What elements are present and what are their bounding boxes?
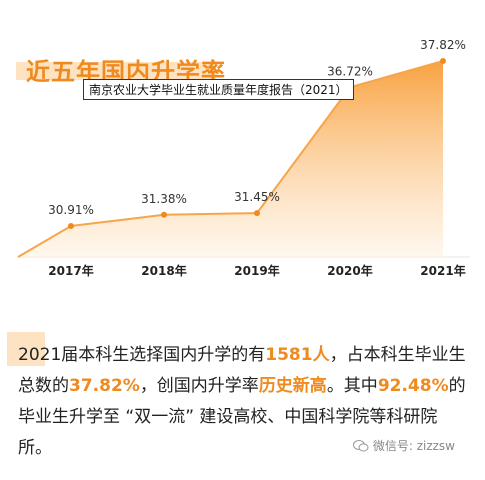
x-tick-label-5: 2021年 [420,263,465,278]
body-text-4: 。其中 [326,376,378,396]
data-label-3: 31.45% [234,190,280,204]
watermark-text: 微信号: zizzsw [372,439,455,453]
wechat-icon [352,439,369,452]
highlight-double-first-class-rate: 92.48% [377,376,449,396]
body-text-2: ，占本科生毕业生总数的 [18,345,466,396]
source-tooltip: 南京农业大学毕业生就业质量年度报告（2021） [83,79,354,100]
data-point-2 [161,211,167,218]
title-highlight-bar [16,62,216,80]
highlight-graduates-count: 1581人 [265,345,330,365]
data-point-1 [68,223,74,229]
wechat-watermark: 微信号: zizzsw [352,437,455,454]
series-line [17,60,444,258]
x-tick-label-3: 2019年 [234,263,279,278]
data-label-1: 30.91% [48,203,94,217]
data-point-3 [254,210,260,217]
body-text-5: 的毕业生升学至 “双一流” 建设高校、中国科学院等科研院所。 [18,376,466,458]
area-chart: 30.91% 2017年 31.38% 2018年 31.45% 2019年 36.72% 2… [17,38,470,278]
data-label-2: 31.38% [141,192,187,206]
x-tick-label-4: 2020年 [327,263,372,278]
body-text-1: 2021届本科生选择国内升学的有 [18,345,266,365]
data-label-5: 37.82% [420,38,466,52]
data-label-4: 36.72% [327,64,373,78]
body-text-3: ，创国内升学率 [139,376,259,396]
area-fill [18,61,443,257]
paragraph-accent-bar [7,332,45,366]
x-tick-label-2: 2018年 [141,263,186,278]
summary-paragraph: 2021届本科生选择国内升学的有1581人，占本科生毕业生总数的37.82%，创… [18,340,470,464]
highlight-record: 历史新高 [258,376,327,396]
data-point-5 [440,58,446,64]
highlight-rate: 37.82% [69,376,140,396]
x-tick-label-1: 2017年 [48,263,93,278]
